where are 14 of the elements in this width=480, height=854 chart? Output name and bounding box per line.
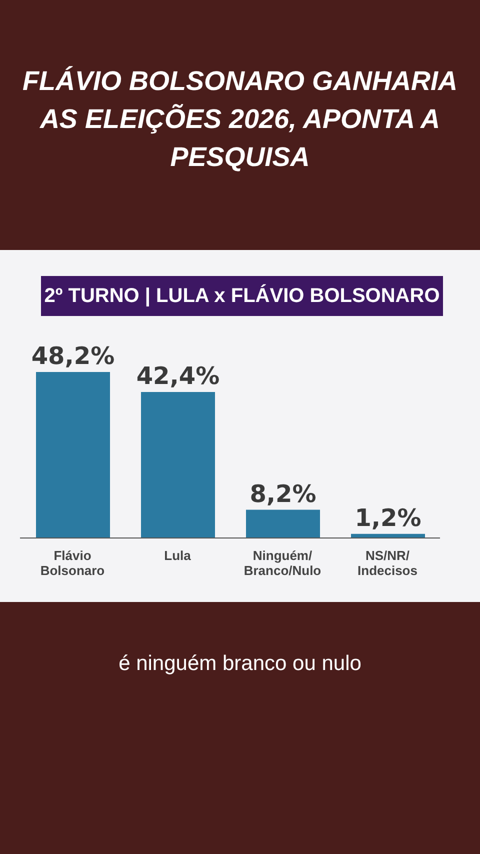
data-label: 1,2% — [354, 504, 422, 532]
chart-title: FLÁVIO BOLSONARO GANHARIA AS ELEIÇÕES 2026, APONTA A PESQUISA — [22, 65, 458, 174]
x-tick-label: Lula — [164, 548, 192, 563]
chart-subtitle: 2º TURNO | LULA x FLÁVIO BOLSONARO — [41, 276, 443, 316]
text: é ninguém branco ou nulo — [118, 652, 362, 676]
data-label: 8,2% — [250, 480, 316, 508]
bar — [36, 372, 110, 538]
bar — [141, 392, 215, 538]
x-tick-label: Ninguém/Branco/Nulo — [244, 548, 322, 578]
data-label: 48,2% — [31, 342, 115, 370]
data-label: 42,4% — [136, 362, 220, 390]
bar — [246, 510, 320, 538]
x-tick-label: Flávio Bolsonaro — [40, 548, 105, 578]
x-tick-label: NS/NR/Indecisos — [358, 548, 418, 578]
